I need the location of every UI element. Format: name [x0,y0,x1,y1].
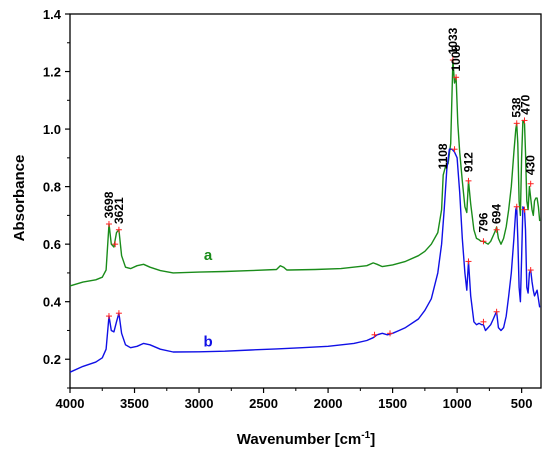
series-label-a: a [204,247,213,264]
peak-annotation: 912 [462,152,476,172]
y-tick-label: 1.0 [43,122,61,137]
peak-annotation: 694 [490,204,504,224]
y-tick-label: 1.4 [43,7,62,22]
x-tick-label: 1500 [378,396,407,411]
peak-marker [112,241,119,248]
peak-marker [465,258,472,265]
peak-annotation: 1033 [446,27,460,54]
series-layer [69,59,541,373]
peak-annotation: 430 [524,155,538,175]
peak-marker [115,310,122,317]
peak-marker [480,238,487,245]
series-label-b: b [203,333,212,350]
peak-annotation: 470 [518,94,532,114]
plot-area [69,13,542,389]
y-tick-label: 1.2 [43,65,61,80]
x-tick-label: 1000 [443,396,472,411]
x-tick-label: 4000 [56,396,85,411]
peak-marker [493,226,500,233]
x-axis-title-main: Wavenumber [cm [237,431,361,448]
x-tick-label: 2000 [314,396,343,411]
peak-marker [527,180,534,187]
x-tick-label: 3500 [120,396,149,411]
peak-marker [451,146,458,153]
y-tick-label: 0.2 [43,352,61,367]
peak-marker [527,267,534,274]
peak-annotation: 3698 [102,191,116,218]
peak-annotation: 796 [476,212,490,232]
x-axis-title-superscript: -1 [361,430,370,441]
peak-marker [521,117,528,124]
x-tick-label: 3000 [185,396,214,411]
peak-marker [521,206,528,213]
peak-annotation: 1108 [436,143,450,169]
plot-frame [69,13,542,389]
peak-annotation: 538 [510,97,524,117]
y-axis-title: Absorbance [11,155,28,242]
y-tick-label: 0.8 [43,180,61,195]
peak-marker [453,74,460,81]
x-tick-label: 500 [511,396,533,411]
y-tick-label: 0.6 [43,237,61,252]
peak-marker [449,57,456,64]
x-axis-title: Wavenumber [cm-1] [237,430,375,448]
peak-marker [387,330,394,337]
peak-marker [513,120,520,127]
axis-layer: 4000 3500 3000 2500 2000 1500 1000 500 0.2 0.4 0.6… [43,7,533,411]
peak-annotation: 3621 [112,197,126,224]
x-tick-label: 2500 [249,396,278,411]
peak-marker [371,331,378,338]
peak-marker [105,313,112,320]
peak-marker [513,203,520,210]
y-tick-label: 0.4 [43,295,62,310]
peak-annotation: 1008 [449,44,463,71]
x-axis-title-close: ] [370,431,375,448]
peak-marker [115,226,122,233]
peak-marker [480,318,487,325]
series-line-b [69,148,541,373]
peak-marker-layer [105,57,534,338]
peak-marker [493,308,500,315]
peak-marker [105,221,112,228]
peak-marker [465,177,472,184]
